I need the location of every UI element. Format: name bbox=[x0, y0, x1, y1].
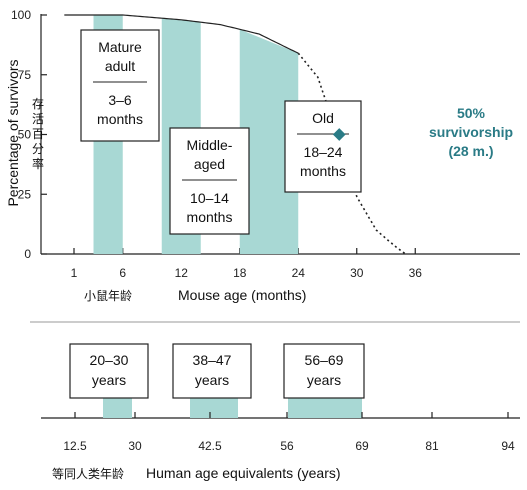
y-tick-label: 100 bbox=[11, 8, 31, 22]
human-tick-label: 56 bbox=[280, 439, 294, 453]
human-tick-label: 81 bbox=[425, 439, 439, 453]
age-group-box bbox=[80, 29, 160, 142]
age-group-range: months bbox=[187, 209, 233, 225]
x-axis-title-cn: 小鼠年龄 bbox=[84, 289, 132, 303]
human-tick-label: 94 bbox=[501, 439, 515, 453]
age-group-title: adult bbox=[105, 58, 135, 74]
age-group-range: 3–6 bbox=[108, 92, 132, 108]
human-age-box bbox=[283, 343, 365, 399]
annotation-line: 50% bbox=[457, 105, 486, 121]
y-axis-title-cn: 存活百分率 bbox=[32, 97, 44, 171]
human-age-label: years bbox=[307, 372, 341, 388]
y-title-cn-char: 百 bbox=[32, 127, 44, 141]
human-age-ticks: 12.5 30 42.5 56 69 81 94 bbox=[63, 412, 515, 453]
y-title-cn-char: 分 bbox=[32, 142, 44, 156]
age-group-title: Old bbox=[312, 110, 334, 126]
human-tick-label: 30 bbox=[128, 439, 142, 453]
human-age-label: years bbox=[92, 372, 126, 388]
x-axis-title: Mouse age (months) bbox=[178, 287, 306, 303]
age-group-title: Middle- bbox=[187, 137, 233, 153]
age-group-range: 10–14 bbox=[190, 190, 229, 206]
x-tick-label: 36 bbox=[409, 266, 423, 280]
x-tick-label: 6 bbox=[119, 266, 126, 280]
x-tick-label: 30 bbox=[350, 266, 364, 280]
y-tick-label: 0 bbox=[24, 247, 31, 261]
x-tick-label: 24 bbox=[292, 266, 306, 280]
y-ticks: 0 25 50 75 100 bbox=[11, 8, 47, 261]
age-band-2 bbox=[239, 29, 299, 255]
x-tick-label: 12 bbox=[175, 266, 189, 280]
y-title-cn-char: 活 bbox=[32, 112, 44, 126]
y-title-cn-char: 率 bbox=[32, 156, 44, 171]
age-group-title: aged bbox=[194, 156, 225, 172]
human-age-label: 20–30 bbox=[90, 352, 129, 368]
age-group-range: 18–24 bbox=[304, 144, 343, 160]
age-group-box bbox=[169, 127, 250, 235]
y-tick-label: 25 bbox=[18, 187, 32, 201]
annotation-line: (28 m.) bbox=[448, 143, 493, 159]
y-axis-title: Percentage of survivors bbox=[5, 59, 21, 206]
annotation-text: 50% survivorship (28 m.) bbox=[429, 105, 513, 159]
human-tick-label: 12.5 bbox=[63, 439, 87, 453]
human-age-label: 56–69 bbox=[305, 352, 344, 368]
human-axis-title: Human age equivalents (years) bbox=[146, 465, 341, 481]
age-group-title: Mature bbox=[98, 39, 142, 55]
human-age-boxes: 20–30 years 38–47 years 56–69 years bbox=[69, 343, 365, 399]
human-age-box bbox=[172, 343, 252, 399]
age-group-boxes: Mature adult 3–6 months Middle-aged 10–14 mont… bbox=[80, 29, 362, 235]
human-tick-label: 69 bbox=[355, 439, 369, 453]
human-axis-title-cn: 等同人类年龄 bbox=[52, 467, 124, 481]
x-tick-label: 1 bbox=[71, 266, 78, 280]
y-tick-label: 50 bbox=[18, 128, 32, 142]
human-age-label: 38–47 bbox=[193, 352, 232, 368]
annotation-line: survivorship bbox=[429, 124, 513, 140]
annotation-diamond bbox=[332, 128, 346, 141]
x-tick-label: 18 bbox=[233, 266, 247, 280]
human-age-box bbox=[69, 343, 149, 399]
human-tick-label: 42.5 bbox=[198, 439, 222, 453]
age-group-range: months bbox=[97, 111, 143, 127]
y-title-cn-char: 存 bbox=[32, 97, 44, 111]
survival-curve-solid bbox=[64, 14, 299, 54]
human-age-label: years bbox=[195, 372, 229, 388]
age-group-box bbox=[284, 100, 362, 193]
age-group-range: months bbox=[300, 163, 346, 179]
y-tick-label: 75 bbox=[18, 68, 32, 82]
